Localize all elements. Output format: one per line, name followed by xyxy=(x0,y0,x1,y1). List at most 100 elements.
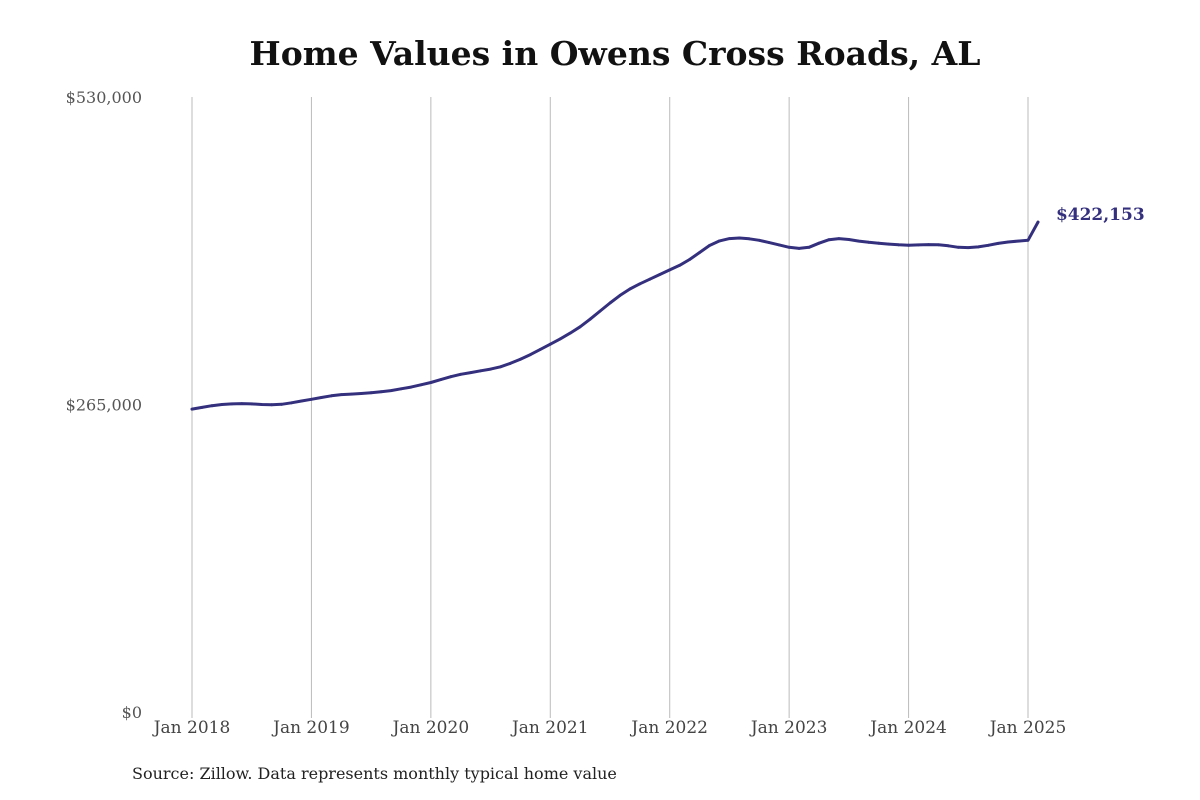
data-point xyxy=(747,237,751,241)
data-point xyxy=(837,237,841,241)
gridlines xyxy=(191,97,1029,718)
series-line-0 xyxy=(190,220,1040,411)
x-tick-label: Jan 2021 xyxy=(510,718,589,738)
data-point xyxy=(578,325,582,329)
data-point xyxy=(568,331,572,335)
value-labels: $422,153 xyxy=(1056,205,1145,225)
data-point xyxy=(280,402,283,406)
data-point xyxy=(509,361,512,365)
data-point xyxy=(847,238,851,241)
data-point xyxy=(688,258,691,261)
data-point xyxy=(389,389,393,392)
series-layer xyxy=(190,220,1040,411)
data-point xyxy=(449,375,453,379)
data-point xyxy=(1026,238,1030,242)
data-point xyxy=(558,337,562,341)
data-point xyxy=(499,365,502,369)
data-point xyxy=(240,402,244,405)
data-point xyxy=(757,238,761,242)
data-point xyxy=(648,277,652,281)
data-point xyxy=(469,371,473,374)
data-point xyxy=(877,241,881,245)
y-tick-label: $0 xyxy=(122,703,142,722)
data-point xyxy=(618,294,622,297)
data-point xyxy=(827,238,831,242)
chart-title: Home Values in Owens Cross Roads, AL xyxy=(249,34,981,73)
data-point xyxy=(230,402,234,406)
data-point xyxy=(1016,239,1020,243)
data-point xyxy=(937,243,940,247)
data-point xyxy=(300,399,303,403)
data-point xyxy=(419,383,423,387)
x-tick-label: Jan 2023 xyxy=(749,718,828,738)
data-point xyxy=(807,245,811,249)
data-point xyxy=(519,357,522,361)
x-tick-label: Jan 2019 xyxy=(271,718,350,738)
data-point xyxy=(907,243,910,247)
data-point xyxy=(767,241,771,245)
data-point xyxy=(668,268,672,272)
data-point xyxy=(1006,240,1010,244)
data-point xyxy=(956,245,960,249)
data-point xyxy=(598,309,602,313)
data-point xyxy=(728,237,731,241)
data-point xyxy=(439,378,443,381)
data-point xyxy=(379,390,383,394)
y-tick-label: $530,000 xyxy=(66,88,142,107)
data-point xyxy=(638,282,642,286)
y-axis-ticks: $0 $265,000 $530,000 xyxy=(66,88,142,722)
data-point xyxy=(817,241,821,245)
data-point xyxy=(190,407,194,411)
data-point xyxy=(409,385,413,389)
data-point xyxy=(787,245,791,249)
data-point xyxy=(260,403,264,406)
data-point xyxy=(797,247,801,250)
data-point xyxy=(996,242,1000,245)
last-value-label: $422,153 xyxy=(1056,205,1145,225)
data-point xyxy=(917,243,920,247)
data-point xyxy=(588,317,592,321)
data-point xyxy=(867,240,871,244)
data-point xyxy=(718,239,721,243)
data-point xyxy=(538,348,542,351)
data-point xyxy=(628,287,632,291)
data-point xyxy=(489,367,492,371)
data-point xyxy=(976,245,980,249)
data-point xyxy=(698,251,701,254)
x-tick-label: Jan 2025 xyxy=(988,718,1067,738)
data-point xyxy=(608,301,612,305)
data-point xyxy=(708,244,711,247)
data-point xyxy=(459,372,463,376)
data-point xyxy=(339,393,343,396)
data-point xyxy=(399,387,403,391)
data-point xyxy=(310,397,313,401)
data-point xyxy=(678,263,682,267)
x-tick-label: Jan 2024 xyxy=(868,718,947,738)
data-point xyxy=(369,391,373,395)
data-point xyxy=(777,243,781,247)
data-point xyxy=(738,236,741,240)
data-point xyxy=(200,406,204,409)
data-point xyxy=(986,243,990,247)
data-point xyxy=(320,396,323,399)
data-point xyxy=(857,239,861,243)
data-point xyxy=(887,242,891,246)
x-tick-label: Jan 2022 xyxy=(629,718,708,738)
data-point xyxy=(359,392,363,395)
data-point xyxy=(897,243,900,247)
data-point xyxy=(270,403,273,407)
data-point xyxy=(548,342,552,346)
data-point xyxy=(250,402,254,406)
x-tick-label: Jan 2018 xyxy=(152,718,231,738)
x-axis-ticks: Jan 2018 Jan 2019 Jan 2020 Jan 2021 Jan 2022… xyxy=(152,718,1067,738)
data-point xyxy=(329,394,333,398)
x-tick-label: Jan 2020 xyxy=(391,718,470,738)
data-point xyxy=(349,392,353,396)
data-point xyxy=(220,403,224,406)
data-point xyxy=(658,273,662,276)
data-point xyxy=(927,243,930,247)
data-point xyxy=(947,244,950,248)
data-point xyxy=(210,404,214,408)
data-point xyxy=(529,353,532,356)
